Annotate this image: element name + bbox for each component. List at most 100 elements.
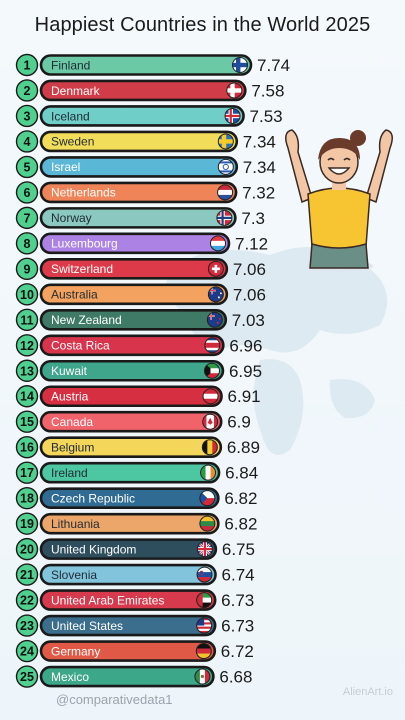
bar bbox=[39, 461, 221, 484]
rank-badge bbox=[15, 665, 39, 688]
bar-row: 1 Finland 7.74 bbox=[15, 53, 290, 77]
bar-row: 22 United Arab Emirates 6.73 bbox=[15, 588, 254, 612]
fi-flag-icon bbox=[232, 57, 248, 73]
bar bbox=[39, 665, 215, 688]
value-label: 6.96 bbox=[229, 336, 262, 355]
bar bbox=[39, 156, 239, 178]
bar bbox=[39, 334, 225, 357]
bar-row: 9 Switzerland 7.06 bbox=[15, 257, 266, 281]
rank-label: 10 bbox=[20, 288, 34, 302]
cz-flag-icon bbox=[199, 490, 216, 507]
bar-row: 11 New Zealand 7.03 bbox=[15, 308, 265, 331]
rank-badge bbox=[15, 639, 39, 663]
rank-label: 8 bbox=[24, 237, 31, 251]
rank-badge bbox=[15, 410, 39, 433]
rank-badge bbox=[15, 155, 39, 179]
country-label: Switzerland bbox=[51, 262, 113, 276]
value-label: 6.82 bbox=[224, 515, 257, 534]
rank-badge bbox=[15, 537, 39, 561]
rank-badge bbox=[15, 53, 39, 77]
value-label: 7.03 bbox=[232, 311, 265, 330]
bar bbox=[39, 181, 238, 204]
country-label: Canada bbox=[51, 415, 93, 429]
bar-row: 20 United Kingdom 6.75 bbox=[15, 537, 255, 561]
bar bbox=[39, 410, 223, 433]
bar-row: 23 United States 6.73 bbox=[15, 614, 254, 637]
country-label: Australia bbox=[51, 288, 98, 302]
value-label: 7.32 bbox=[242, 183, 275, 202]
bar-row: 12 Costa Rica 6.96 bbox=[15, 334, 262, 357]
value-label: 6.9 bbox=[227, 413, 251, 432]
country-label: Iceland bbox=[51, 109, 90, 123]
country-label: Lithuania bbox=[51, 517, 100, 531]
rank-label: 11 bbox=[20, 313, 33, 327]
bar bbox=[39, 308, 228, 331]
bar bbox=[39, 79, 247, 102]
dk-flag-icon bbox=[226, 82, 243, 99]
value-label: 6.73 bbox=[221, 591, 254, 610]
si-flag-icon bbox=[196, 566, 213, 583]
ae-flag-icon bbox=[196, 592, 213, 609]
value-label: 6.68 bbox=[219, 668, 252, 687]
country-label: Kuwait bbox=[51, 364, 88, 378]
channel-handle: @comparativedata1 bbox=[56, 692, 173, 707]
ca-flag-icon bbox=[202, 413, 219, 430]
bar bbox=[39, 232, 231, 255]
rank-label: 1 bbox=[24, 59, 31, 73]
value-label: 6.75 bbox=[222, 540, 255, 559]
rank-badge bbox=[15, 104, 39, 128]
bar-row: 10 Australia 7.06 bbox=[15, 283, 266, 306]
bar-row: 5 Israel 7.34 bbox=[15, 155, 276, 179]
country-label: Germany bbox=[51, 644, 100, 658]
value-label: 6.91 bbox=[228, 387, 261, 406]
country-label: United Arab Emirates bbox=[51, 593, 164, 607]
nz-flag-icon bbox=[206, 311, 223, 328]
rank-label: 6 bbox=[24, 186, 31, 200]
bar bbox=[39, 512, 220, 535]
chart-title: Happiest Countries in the World 2025 bbox=[34, 14, 371, 36]
bar bbox=[39, 258, 229, 280]
bar-row: 8 Luxembourg 7.12 bbox=[15, 232, 268, 255]
country-label: Mexico bbox=[51, 670, 89, 684]
rank-badge bbox=[15, 436, 39, 459]
country-label: Belgium bbox=[51, 441, 94, 455]
value-label: 6.95 bbox=[229, 362, 262, 381]
rank-badge bbox=[15, 206, 39, 230]
country-label: United States bbox=[51, 619, 123, 633]
bar bbox=[39, 563, 217, 586]
rank-badge bbox=[15, 359, 39, 382]
bar bbox=[39, 105, 245, 127]
country-label: Finland bbox=[51, 58, 90, 72]
bar bbox=[39, 359, 225, 382]
cr-flag-icon bbox=[204, 337, 221, 354]
rank-label: 5 bbox=[24, 160, 31, 174]
be-flag-icon bbox=[201, 439, 218, 456]
value-label: 7.06 bbox=[233, 260, 266, 279]
value-label: 7.3 bbox=[241, 209, 265, 228]
bar bbox=[39, 283, 229, 306]
ch-flag-icon bbox=[207, 260, 224, 277]
country-label: Sweden bbox=[51, 135, 94, 149]
rank-label: 7 bbox=[24, 211, 31, 225]
bar-row: 21 Slovenia 6.74 bbox=[15, 563, 255, 586]
watermark: AlienArt.io bbox=[342, 686, 393, 698]
value-label: 7.34 bbox=[243, 132, 276, 151]
country-label: Czech Republic bbox=[51, 491, 135, 505]
rank-badge bbox=[15, 563, 39, 586]
se-flag-icon bbox=[217, 133, 234, 150]
bar bbox=[39, 385, 223, 408]
rank-label: 12 bbox=[20, 339, 34, 353]
bar-row: 19 Lithuania 6.82 bbox=[15, 512, 257, 535]
value-label: 7.12 bbox=[235, 234, 268, 253]
bar bbox=[39, 54, 253, 76]
bar-row: 16 Belgium 6.89 bbox=[15, 436, 260, 459]
bar-row: 15 Canada 6.9 bbox=[15, 410, 251, 433]
country-label: Costa Rica bbox=[51, 339, 110, 353]
country-label: Israel bbox=[51, 160, 80, 174]
rank-label: 9 bbox=[24, 262, 31, 276]
rank-badge bbox=[15, 257, 39, 281]
country-label: New Zealand bbox=[51, 313, 122, 327]
rank-badge bbox=[15, 588, 39, 612]
bar-row: 24 Germany 6.72 bbox=[15, 639, 254, 663]
rank-label: 21 bbox=[20, 568, 34, 582]
